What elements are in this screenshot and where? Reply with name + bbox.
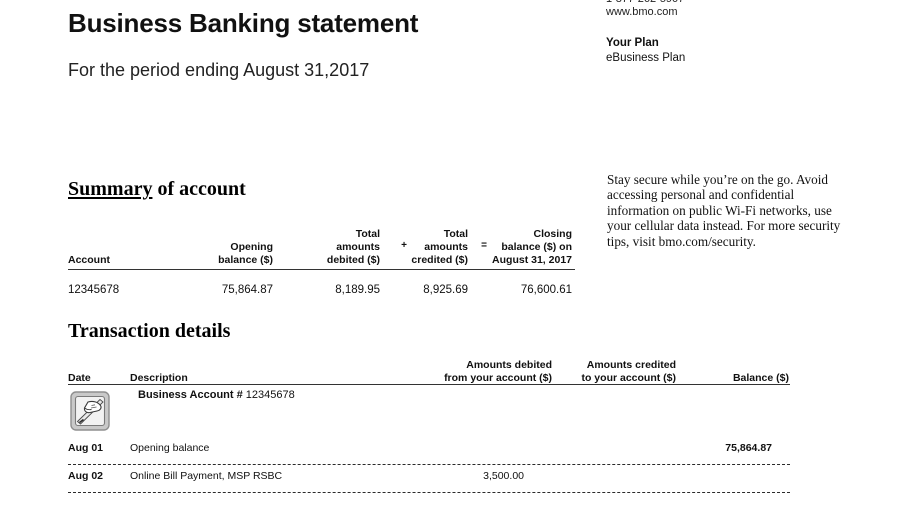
plan-label: Your Plan bbox=[606, 37, 659, 49]
summary-operator-equals: = bbox=[481, 240, 487, 251]
table-row: Aug 02 Online Bill Payment, MSP RSBC 3,5… bbox=[68, 465, 790, 493]
summary-value-account: 12345678 bbox=[68, 284, 120, 296]
summary-heading-underlined: Summary bbox=[68, 178, 153, 200]
txn-debited: 3,500.00 bbox=[483, 470, 524, 482]
txn-col-balance: Balance ($) bbox=[732, 371, 789, 384]
transaction-header-row: Date Description Amounts debited from yo… bbox=[68, 352, 790, 384]
statement-period: For the period ending August 31,2017 bbox=[68, 60, 370, 80]
txn-col-date: Date bbox=[68, 371, 91, 384]
txn-balance: 75,864.87 bbox=[725, 442, 772, 454]
account-header-row: Business Account # 12345678 bbox=[68, 385, 790, 437]
txn-col-description: Description bbox=[130, 371, 188, 384]
summary-value-closing: 76,600.61 bbox=[520, 284, 572, 296]
summary-header-row: Account Opening balance ($) Total amount… bbox=[68, 205, 575, 267]
plan-block: Your Plan eBusiness Plan bbox=[606, 36, 685, 66]
transaction-divider bbox=[68, 384, 790, 385]
txn-date: Aug 01 bbox=[68, 442, 104, 454]
summary-divider bbox=[68, 269, 575, 270]
summary-operator-plus: + bbox=[401, 240, 407, 251]
summary-heading-rest: of account bbox=[152, 178, 246, 200]
summary-value-opening: 75,864.87 bbox=[221, 284, 273, 296]
summary-col-opening: Opening balance ($) bbox=[218, 241, 273, 266]
contact-website[interactable]: www.bmo.com bbox=[606, 6, 678, 18]
summary-col-account: Account bbox=[68, 254, 110, 266]
txn-description: Opening balance bbox=[130, 442, 210, 454]
table-row: Aug 01 Opening balance 75,864.87 bbox=[68, 437, 790, 465]
contact-phone: 1-877-262-5907 bbox=[606, 0, 684, 6]
txn-description: Online Bill Payment, MSP RSBC bbox=[130, 470, 283, 482]
txn-col-credited: Amounts credited to your account ($) bbox=[581, 359, 676, 384]
summary-col-debited: Total amounts debited ($) bbox=[326, 228, 380, 266]
summary-table: Account Opening balance ($) Total amount… bbox=[68, 205, 575, 304]
summary-value-debited: 8,189.95 bbox=[335, 284, 380, 296]
summary-col-credited: Total amounts credited ($) bbox=[411, 228, 468, 266]
summary-heading: Summary of account bbox=[68, 178, 246, 201]
security-notice: Stay secure while you’re on the go. Avoi… bbox=[607, 172, 841, 249]
txn-col-debited: Amounts debited from your account ($) bbox=[444, 359, 552, 384]
transaction-table: Date Description Amounts debited from yo… bbox=[68, 352, 790, 493]
page-title: Business Banking statement bbox=[68, 8, 419, 38]
account-header-label-bold: Business Account # bbox=[138, 389, 243, 401]
summary-value-credited: 8,925.69 bbox=[423, 284, 468, 296]
summary-data-row: 12345678 75,864.87 8,189.95 8,925.69 76,… bbox=[68, 270, 575, 304]
contact-block: 1-877-262-5907 www.bmo.com bbox=[606, 0, 684, 19]
row-divider bbox=[68, 464, 790, 465]
account-header-number: 12345678 bbox=[245, 389, 295, 401]
summary-col-closing: Closing balance ($) on August 31, 2017 bbox=[492, 228, 572, 266]
transaction-details-heading: Transaction details bbox=[68, 320, 231, 342]
row-divider bbox=[68, 492, 790, 493]
txn-date: Aug 02 bbox=[68, 470, 104, 482]
plan-value: eBusiness Plan bbox=[606, 52, 686, 64]
account-header-label: Business Account # 12345678 bbox=[138, 389, 295, 401]
cheque-writing-icon bbox=[70, 391, 110, 431]
